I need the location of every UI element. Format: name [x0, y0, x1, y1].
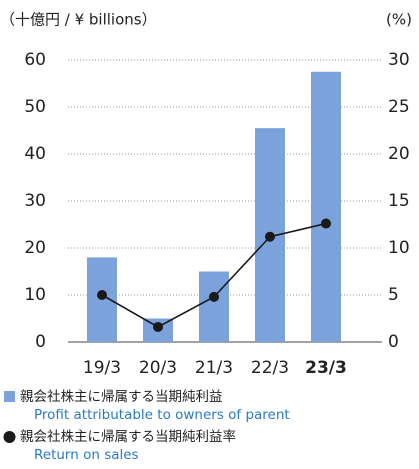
x-tick-label: 20/3 — [139, 358, 177, 378]
line-marker — [321, 218, 331, 229]
y-tick-label: 30 — [24, 191, 46, 211]
y-tick-label: 60 — [24, 50, 46, 70]
legend-swatch — [3, 431, 16, 443]
y2-tick-label: 25 — [388, 97, 410, 117]
y-axis-label: （十億円 / ¥ billions） — [0, 11, 157, 29]
legend-swatch — [4, 391, 15, 402]
legend-label: 親会社株主に帰属する当期純利益 — [20, 388, 223, 405]
legend-label-en: Profit attributable to owners of parent — [34, 407, 290, 423]
line-marker — [153, 321, 163, 332]
bar — [311, 71, 341, 342]
x-tick-label: 23/3 — [305, 358, 347, 378]
x-tick-label: 19/3 — [83, 358, 121, 378]
y-tick-label: 10 — [24, 285, 46, 305]
y-tick-label: 20 — [24, 238, 46, 258]
x-tick-label: 21/3 — [195, 358, 233, 378]
y2-tick-label: 30 — [388, 50, 410, 70]
y2-tick-label: 15 — [388, 191, 410, 211]
line-marker — [97, 290, 107, 300]
x-tick-label: 22/3 — [251, 358, 289, 378]
line-marker — [265, 231, 275, 242]
legend-label: 親会社株主に帰属する当期純利益率 — [20, 428, 236, 445]
y2-tick-label: 0 — [388, 332, 399, 352]
y-tick-label: 0 — [35, 332, 46, 352]
y-tick-label: 40 — [24, 144, 46, 164]
y2-tick-label: 5 — [388, 285, 399, 305]
bar — [199, 271, 229, 342]
y2-axis-label: (%) — [386, 11, 412, 29]
y2-tick-label: 20 — [388, 144, 410, 164]
legend-label-en: Return on sales — [34, 447, 139, 463]
y-tick-label: 50 — [24, 97, 46, 117]
y2-tick-label: 10 — [388, 238, 410, 258]
line-marker — [209, 291, 219, 302]
